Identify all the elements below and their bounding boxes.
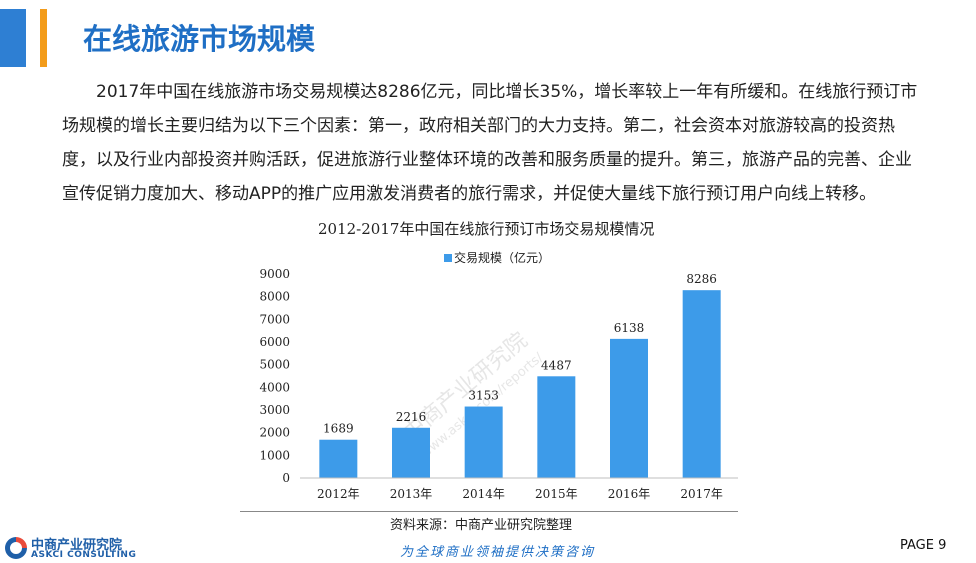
- y-tick-label: 0: [282, 471, 290, 485]
- body-paragraph: 2017年中国在线旅游市场交易规模达8286亿元，同比增长35%，增长率较上一年…: [62, 82, 918, 204]
- x-tick-label: 2016年: [608, 487, 651, 501]
- data-label: 6138: [614, 321, 645, 335]
- page-number: PAGE 9: [900, 538, 947, 553]
- bar: [319, 439, 358, 478]
- y-tick-label: 1000: [259, 448, 290, 462]
- legend-label: 交易规模（亿元）: [454, 250, 550, 265]
- logo-mark-icon: [5, 537, 27, 559]
- x-tick-label: 2017年: [680, 487, 723, 501]
- page-title: 在线旅游市场规模: [83, 22, 316, 56]
- logo-en: ASKCI CONSULTING: [31, 550, 137, 560]
- y-tick-label: 3000: [259, 403, 290, 417]
- x-axis: 2012年 2013年 2014年 2015年 2016年 2017年: [300, 477, 738, 501]
- bar-series: 1689 2216 3153 4487 6138 8286: [319, 272, 721, 478]
- data-label: 3153: [468, 389, 499, 403]
- data-label: 2216: [396, 410, 427, 424]
- legend-swatch: [444, 254, 452, 262]
- x-tick-label: 2015年: [535, 487, 578, 501]
- y-tick-label: 5000: [259, 358, 290, 372]
- chart-title: 2012-2017年中国在线旅行预订市场交易规模情况: [318, 220, 655, 238]
- y-tick-label: 8000: [259, 290, 290, 304]
- chart-legend: 交易规模（亿元）: [444, 250, 550, 265]
- y-axis: 0 1000 2000 3000 4000 5000 6000 7000 8000 9000: [259, 267, 290, 485]
- bar: [682, 290, 721, 478]
- footer-slogan: 为全球商业领袖提供决策咨询: [400, 545, 596, 560]
- bar-chart: 中商产业研究院 www.askci.com/reports/ 交易规模（亿元） …: [259, 250, 738, 501]
- header-accent-bar-orange: [40, 9, 47, 67]
- header-accent-bar-blue: [0, 9, 26, 67]
- source-note: 资料来源：中商产业研究院整理: [390, 518, 573, 533]
- footer-logo: 中商产业研究院 ASKCI CONSULTING: [3, 534, 143, 562]
- bar: [537, 376, 576, 478]
- bar: [464, 406, 503, 478]
- y-tick-label: 4000: [259, 380, 290, 394]
- y-tick-label: 6000: [259, 335, 290, 349]
- bar: [610, 338, 648, 478]
- x-tick-label: 2013年: [390, 487, 433, 501]
- y-tick-label: 2000: [259, 426, 290, 440]
- y-tick-label: 9000: [259, 267, 290, 281]
- y-tick-label: 7000: [259, 312, 290, 326]
- logo-name: 中商产业研究院: [31, 538, 123, 553]
- bar: [392, 427, 430, 478]
- source-divider: [240, 511, 738, 512]
- data-label: 4487: [541, 358, 572, 372]
- data-label: 1689: [323, 422, 354, 436]
- x-tick-label: 2012年: [317, 487, 360, 501]
- data-label: 8286: [686, 272, 717, 286]
- x-tick-label: 2014年: [462, 487, 505, 501]
